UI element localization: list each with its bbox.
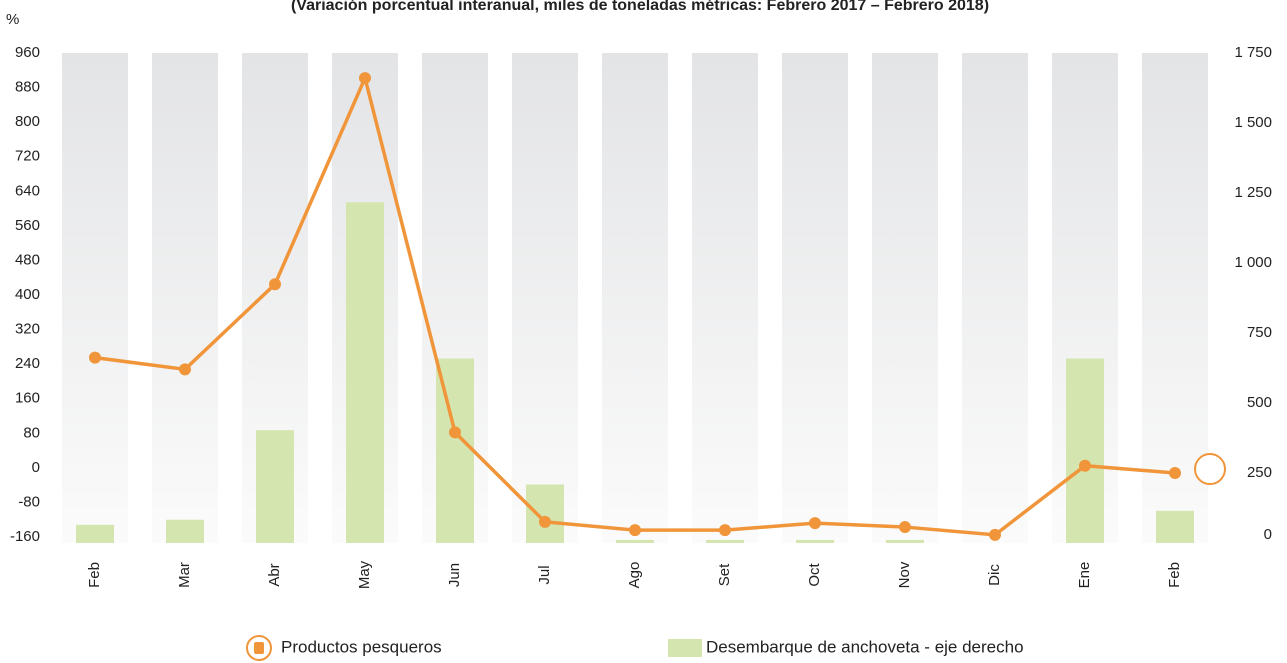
line-point [539, 515, 551, 528]
line-point [899, 521, 911, 534]
x-tick-label: Nov [896, 561, 913, 588]
y-tick-label: 880 [15, 79, 40, 96]
x-tick-label: Feb [1166, 562, 1183, 588]
line-point [359, 72, 371, 85]
y-tick-label: 560 [15, 217, 40, 234]
column-background [602, 53, 668, 543]
y-tick-label: 320 [15, 321, 40, 338]
chart-subtitle: (Variación porcentual interanual, miles … [291, 0, 989, 14]
y-tick-label: 80 [23, 424, 40, 441]
y2-tick-label: 500 [1247, 394, 1272, 411]
column-background [782, 53, 848, 543]
y2-tick-label: 750 [1247, 324, 1272, 341]
line-point [1169, 467, 1181, 480]
line-point [179, 363, 191, 376]
column-background [692, 53, 758, 543]
bar [796, 539, 834, 543]
line-point [269, 278, 281, 291]
x-tick-label: Oct [806, 563, 823, 587]
line-point [719, 524, 731, 537]
bar [706, 539, 744, 543]
y2-tick-label: 1 500 [1234, 114, 1272, 131]
bar [346, 202, 384, 544]
y-axis-label: % [6, 11, 19, 28]
y-tick-label: 0 [32, 459, 40, 476]
y-tick-label: 800 [15, 113, 40, 130]
y-tick-label: 480 [15, 251, 40, 268]
y-tick-label: -80 [18, 493, 40, 510]
line-end-icon [1194, 453, 1226, 486]
x-tick-label: Jul [536, 565, 553, 584]
column-background [152, 53, 218, 543]
x-tick-label: Dic [986, 564, 1003, 586]
y2-tick-label: 1 250 [1234, 184, 1272, 201]
bar [76, 524, 114, 543]
legend-icon [668, 639, 702, 657]
line-point [89, 351, 101, 364]
y-tick-label: 240 [15, 355, 40, 372]
y2-tick-label: 250 [1247, 464, 1272, 481]
bar [1066, 358, 1104, 543]
x-tick-label: Jun [446, 563, 463, 587]
x-tick-label: Feb [86, 562, 103, 588]
column-background [62, 53, 128, 543]
line-point [629, 524, 641, 537]
y-tick-label: 640 [15, 182, 40, 199]
column-background [512, 53, 578, 543]
column-background [962, 53, 1028, 543]
y2-tick-label: 1 000 [1234, 254, 1272, 271]
line-point [989, 528, 1001, 541]
y-tick-label: 160 [15, 390, 40, 407]
legend-label: Desembarque de anchoveta - eje derecho [706, 637, 1024, 656]
bar [1156, 510, 1194, 543]
x-tick-label: May [356, 560, 373, 589]
y-tick-label: 400 [15, 286, 40, 303]
bar [256, 430, 294, 543]
x-tick-label: Set [716, 563, 733, 586]
x-tick-label: Abr [266, 563, 283, 586]
line-point [809, 517, 821, 530]
y-tick-label: 960 [15, 44, 40, 61]
y-tick-label: 720 [15, 148, 40, 165]
y2-tick-label: 1 750 [1234, 44, 1272, 61]
y-tick-label: -160 [10, 528, 40, 545]
y2-tick-label: 0 [1264, 526, 1272, 543]
bar [886, 539, 924, 543]
bar [616, 539, 654, 543]
x-tick-label: Mar [176, 562, 193, 588]
x-tick-label: Ene [1076, 562, 1093, 589]
bar [166, 519, 204, 543]
legend-icon-inner [254, 642, 264, 654]
legend-label: Productos pesqueros [281, 637, 442, 656]
line-point [449, 426, 461, 439]
column-background [872, 53, 938, 543]
column-backgrounds [62, 53, 1208, 543]
x-tick-label: Ago [626, 562, 643, 589]
line-point [1079, 459, 1091, 472]
bar [526, 484, 564, 543]
